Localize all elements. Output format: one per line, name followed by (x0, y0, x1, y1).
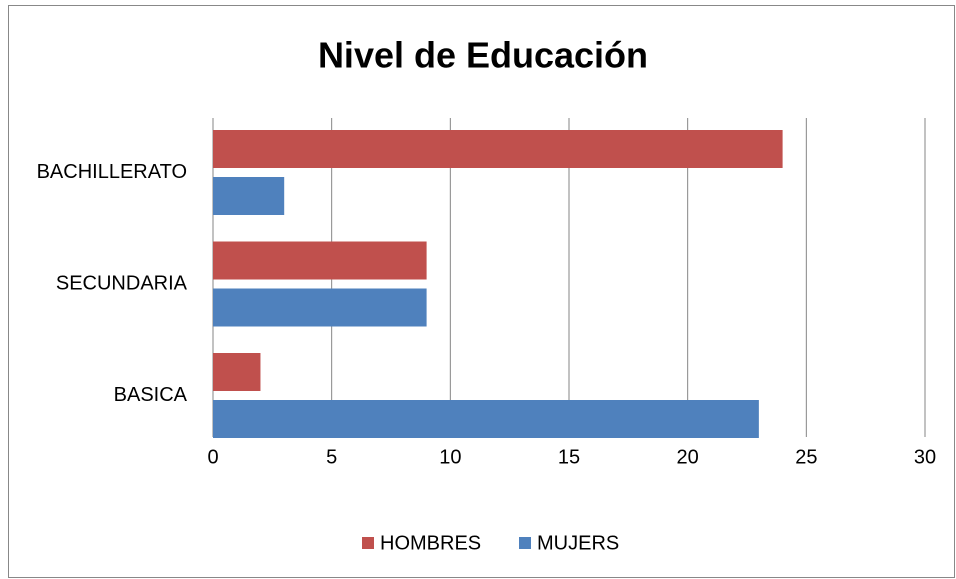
y-tick-label: SECUNDARIA (56, 272, 188, 294)
legend-label: MUJERS (537, 532, 619, 554)
bar (213, 400, 759, 438)
x-tick-label: 30 (914, 446, 936, 468)
y-tick-label: BASICA (114, 384, 188, 406)
x-tick-label: 20 (677, 446, 699, 468)
x-tick-label: 0 (207, 446, 218, 468)
bar (213, 130, 783, 168)
legend-swatch (519, 537, 531, 549)
x-tick-label: 25 (795, 446, 817, 468)
x-tick-label: 10 (439, 446, 461, 468)
bar (213, 241, 427, 280)
legend-label: HOMBRES (380, 532, 481, 554)
legend-swatch (362, 537, 374, 549)
bar (213, 288, 427, 327)
chart-frame (8, 5, 955, 578)
y-tick-label: BACHILLERATO (37, 161, 187, 183)
chart-title: Nivel de Educación (318, 35, 648, 76)
x-tick-label: 5 (326, 446, 337, 468)
bar (213, 177, 285, 215)
x-tick-label: 15 (558, 446, 580, 468)
bar (213, 353, 261, 391)
